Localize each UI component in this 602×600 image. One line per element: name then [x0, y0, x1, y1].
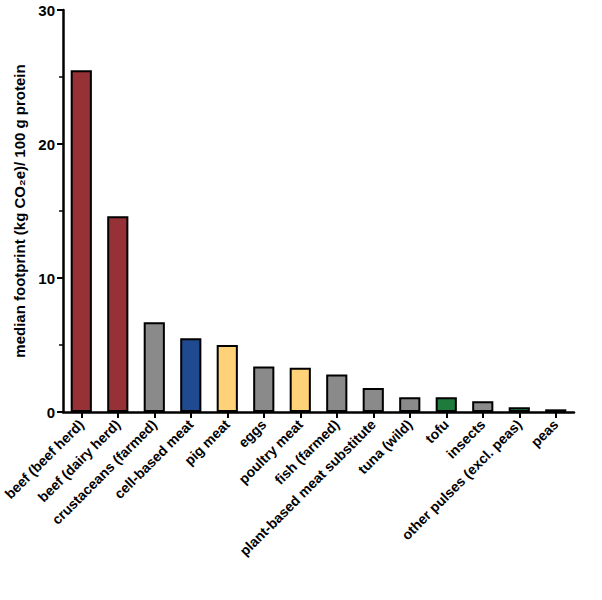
svg-text:poultry meat: poultry meat	[235, 416, 306, 487]
svg-text:tofu: tofu	[422, 416, 452, 446]
svg-text:insects: insects	[443, 416, 489, 462]
svg-text:0: 0	[47, 404, 55, 421]
svg-text:crustaceans (farmed): crustaceans (farmed)	[48, 416, 160, 528]
svg-text:beef (beef herd): beef (beef herd)	[1, 416, 87, 502]
svg-text:10: 10	[38, 270, 55, 287]
svg-text:20: 20	[38, 136, 55, 153]
svg-text:fish (farmed): fish (farmed)	[271, 416, 343, 488]
svg-text:plant-based meat substitute: plant-based meat substitute	[236, 416, 379, 559]
svg-text:pig meat: pig meat	[181, 416, 233, 468]
svg-text:beef (dairy herd): beef (dairy herd)	[34, 416, 124, 506]
svg-text:eggs: eggs	[235, 416, 270, 451]
svg-text:tuna (wild): tuna (wild)	[355, 416, 416, 477]
svg-text:30: 30	[38, 2, 55, 19]
svg-text:other pulses (excl. peas): other pulses (excl. peas)	[398, 416, 525, 543]
svg-text:median footprint (kg CO₂e)/ 10: median footprint (kg CO₂e)/ 100 g protei…	[11, 64, 28, 357]
svg-text:peas: peas	[528, 416, 562, 450]
svg-text:cell-based meat: cell-based meat	[110, 416, 197, 502]
